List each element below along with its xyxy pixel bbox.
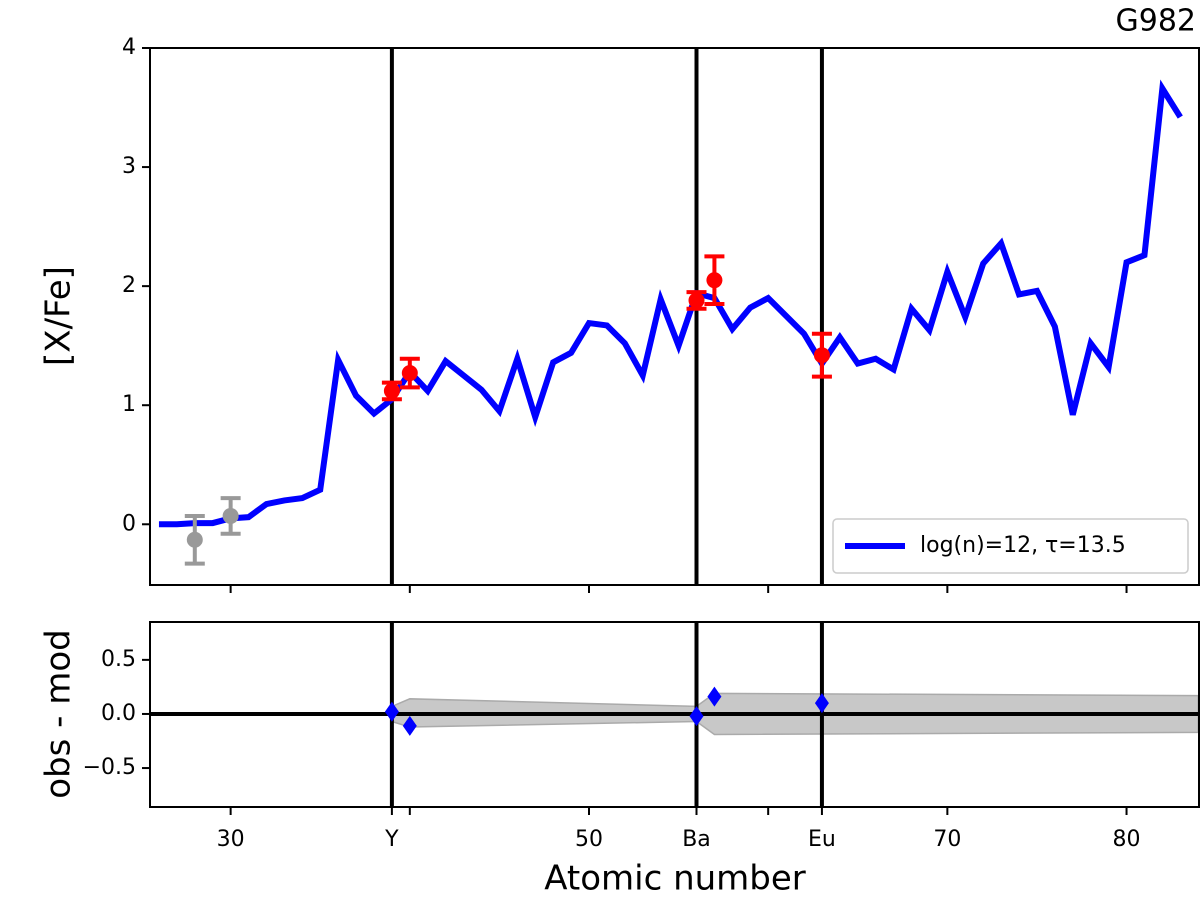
y-tick-label: 2 xyxy=(122,273,136,298)
observation xyxy=(401,365,418,382)
plot-frame xyxy=(149,47,1200,586)
y-axis-label: obs - mod xyxy=(39,629,79,799)
x-axis-label: Atomic number xyxy=(544,859,806,899)
x-tick-label: Eu xyxy=(808,827,836,852)
observation xyxy=(813,347,830,364)
residual-point xyxy=(689,706,704,727)
residual-point xyxy=(707,686,722,707)
x-tick-label: Y xyxy=(384,827,399,852)
x-tick-label: 30 xyxy=(217,827,245,852)
legend-box xyxy=(832,518,1189,574)
x-tick-label: 50 xyxy=(575,827,603,852)
residual-point xyxy=(402,715,417,736)
y-tick-label: 0.0 xyxy=(101,701,136,726)
residual-point xyxy=(384,701,399,722)
observation xyxy=(222,507,239,524)
model-line xyxy=(158,79,1183,528)
y-tick-label: 0.5 xyxy=(101,647,136,672)
y-tick-label: 0 xyxy=(122,511,136,536)
y-tick-label: 3 xyxy=(122,154,136,179)
observation xyxy=(186,531,203,548)
y-tick-label: 4 xyxy=(122,35,136,60)
legend-label: log(n)=12, τ=13.5 xyxy=(920,533,1126,558)
x-tick-label: 70 xyxy=(933,827,961,852)
residual-point xyxy=(814,693,829,714)
observation xyxy=(706,272,723,289)
x-tick-label: Ba xyxy=(682,827,711,852)
observation xyxy=(383,382,400,399)
chart-title: G982 xyxy=(1115,4,1196,39)
y-tick-label: 1 xyxy=(122,392,136,417)
y-axis-label: [X/Fe] xyxy=(39,266,79,366)
plot-frame xyxy=(149,621,1200,808)
y-tick-label: −0.5 xyxy=(83,755,136,780)
observation xyxy=(688,292,705,309)
x-tick-label: 80 xyxy=(1113,827,1141,852)
